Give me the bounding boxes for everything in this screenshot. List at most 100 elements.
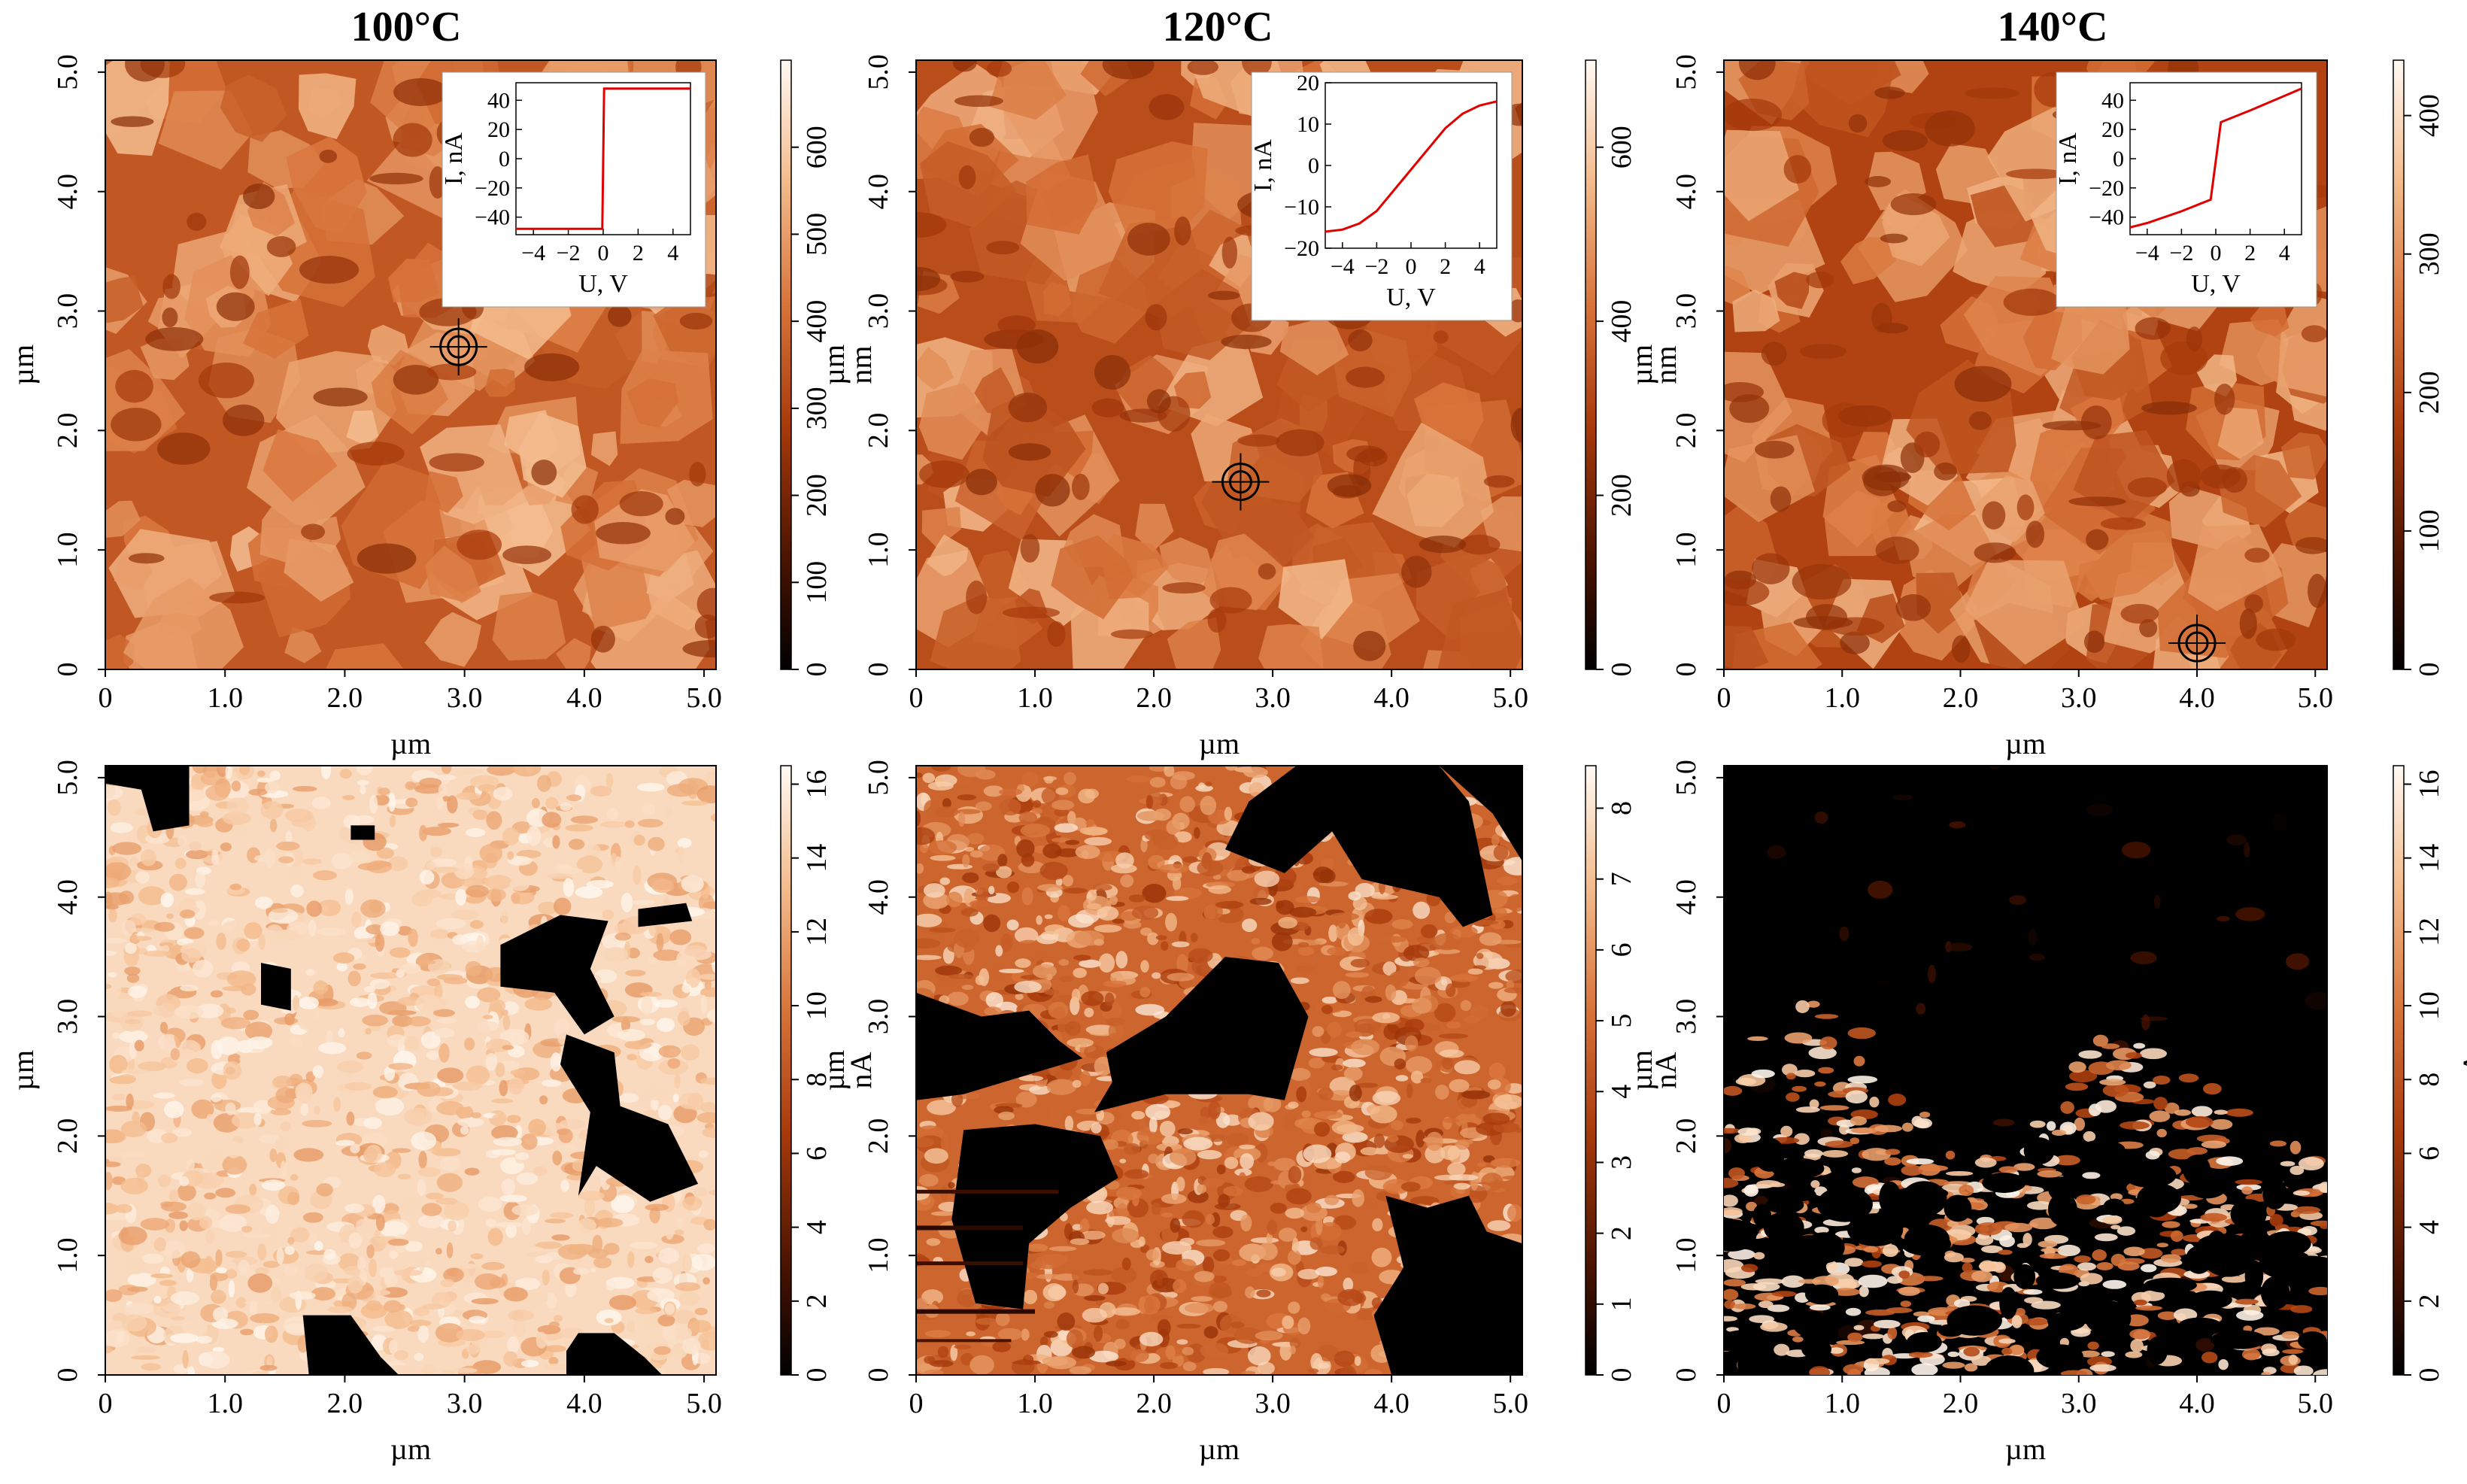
x-tick-label: 1.0: [1017, 682, 1053, 714]
current-speckle: [1331, 1064, 1343, 1071]
current-speckle: [436, 974, 463, 981]
grain-boundary: [2127, 477, 2168, 497]
current-speckle: [280, 1161, 287, 1181]
grain-boundary: [2083, 630, 2105, 654]
conducting-spot: [1753, 1252, 1765, 1260]
current-speckle: [1064, 1115, 1074, 1132]
current-speckle: [380, 1287, 408, 1298]
current-speckle: [1306, 1202, 1322, 1213]
conducting-spot: [1960, 1258, 1975, 1263]
current-speckle: [1094, 939, 1104, 946]
current-speckle: [1169, 1148, 1197, 1167]
current-speckle: [271, 908, 288, 913]
colorbar-tick-label: 400: [801, 300, 833, 343]
current-speckle: [298, 1019, 321, 1031]
grain-boundary: [1965, 87, 2020, 99]
current-speckle: [1321, 1005, 1334, 1015]
x-tick-label: 1.0: [1825, 682, 1861, 714]
y-tick-label: 0: [863, 1368, 894, 1382]
conducting-spot: [2080, 1273, 2103, 1285]
current-speckle: [1084, 1045, 1106, 1059]
grain: [492, 591, 566, 661]
current-speckle: [1161, 941, 1169, 951]
current-speckle: [1507, 1204, 1522, 1222]
current-speckle: [1020, 824, 1051, 838]
current-speckle: [344, 1203, 365, 1213]
current-speckle: [264, 848, 275, 869]
conducting-spot: [2145, 1150, 2160, 1160]
grain-boundary: [2016, 494, 2035, 520]
non-conducting-pore: [1763, 1212, 1804, 1243]
current-speckle: [1214, 1203, 1241, 1210]
current-speckle: [253, 1112, 262, 1126]
current-speckle: [1449, 974, 1479, 982]
current-speckle: [704, 771, 716, 786]
current-speckle: [916, 938, 941, 949]
current-speckle: [275, 1087, 296, 1103]
x-tick-label: 5.0: [1492, 682, 1528, 714]
current-speckle: [1105, 1360, 1127, 1367]
conducting-spot: [1809, 1099, 1819, 1109]
current-speckle: [347, 970, 361, 987]
current-speckle: [1087, 889, 1097, 901]
current-speckle: [153, 1296, 162, 1304]
colorbar-tick-label: 600: [1606, 126, 1637, 168]
conducting-spot: [1888, 1093, 1907, 1106]
current-speckle: [1149, 1116, 1158, 1134]
conducting-spot: [2056, 1244, 2081, 1257]
conducting-spot: [1851, 1167, 1862, 1173]
current-speckle: [1447, 1162, 1466, 1176]
current-speckle: [1111, 1307, 1141, 1316]
grain: [1135, 503, 1174, 552]
colorbar-tick-label: 200: [2414, 371, 2445, 414]
current-speckle: [219, 1214, 247, 1233]
current-speckle: [507, 855, 533, 866]
current-speckle: [135, 871, 150, 884]
y-tick-label: 3.0: [863, 293, 894, 329]
current-speckle: [1315, 1215, 1323, 1236]
conducting-spot: [1724, 1316, 1737, 1322]
grain-boundary: [1882, 130, 1928, 152]
conducting-spot: [1804, 1149, 1823, 1158]
current-speckle: [1197, 1149, 1222, 1160]
current-speckle: [1208, 885, 1231, 894]
current-speckle: [514, 1152, 530, 1161]
current-speckle: [409, 1319, 432, 1327]
conducting-spot: [1781, 1064, 1798, 1076]
grain-boundary: [1209, 587, 1252, 614]
current-speckle: [108, 972, 117, 978]
current-speckle: [372, 1194, 386, 1213]
conducting-spot: [1724, 1259, 1744, 1273]
current-speckle: [1227, 869, 1249, 882]
grain: [1051, 535, 1134, 620]
grain-boundary: [2295, 536, 2327, 554]
conducting-spot: [1724, 1085, 1743, 1096]
current-speckle: [700, 994, 708, 1015]
grain-boundary: [1874, 86, 1905, 99]
current-speckle: [455, 888, 467, 906]
non-conducting-pore: [2189, 1290, 2232, 1310]
grain-boundary: [1035, 474, 1070, 507]
current-speckle: [499, 1194, 527, 1203]
current-speckle: [201, 1351, 230, 1369]
conducting-spot: [1992, 1261, 2006, 1273]
current-speckle: [365, 1028, 372, 1035]
current-speckle: [1312, 1026, 1325, 1037]
current-speckle: [403, 1254, 434, 1262]
current-speckle: [1476, 1162, 1487, 1167]
current-speckle: [1105, 1017, 1126, 1026]
current-speckle: [602, 947, 629, 963]
conducting-spot: [1947, 1220, 1959, 1228]
current-speckle: [186, 1268, 194, 1282]
current-speckle: [958, 811, 966, 827]
x-axis-label: µm: [1199, 1432, 1240, 1466]
conducting-spot: [1971, 1270, 1993, 1282]
conducting-spot: [2168, 1149, 2196, 1160]
conducting-spot: [2060, 1370, 2088, 1375]
grain-boundary: [125, 60, 165, 82]
current-speckle: [1245, 1286, 1255, 1299]
current-speckle: [128, 985, 147, 998]
current-speckle: [477, 987, 501, 1003]
current-speckle: [558, 1128, 573, 1143]
inset-x-label: U, V: [578, 270, 628, 298]
